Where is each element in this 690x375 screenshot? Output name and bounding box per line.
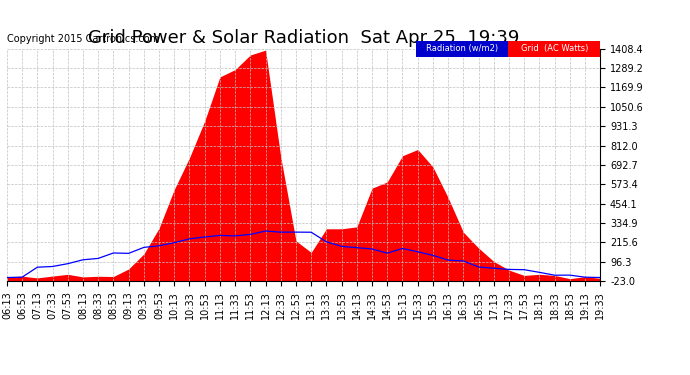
Text: Radiation (w/m2): Radiation (w/m2) [426, 44, 498, 53]
Text: Grid  (AC Watts): Grid (AC Watts) [521, 44, 588, 53]
Bar [416, 40, 509, 57]
Text: Copyright 2015 Cartronics.com: Copyright 2015 Cartronics.com [7, 34, 159, 44]
Title: Grid Power & Solar Radiation  Sat Apr 25  19:39: Grid Power & Solar Radiation Sat Apr 25 … [88, 29, 520, 47]
Bar [509, 40, 600, 57]
